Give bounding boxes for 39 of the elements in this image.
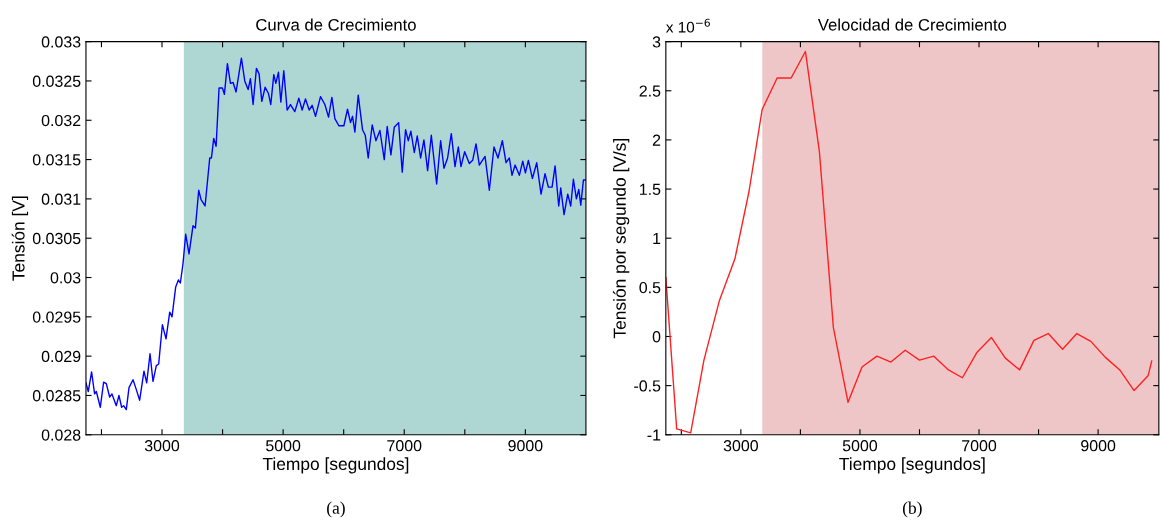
y-tick-label: 0.0285 (32, 390, 81, 402)
y-tick-label: 0.03 (50, 272, 81, 284)
chart-title: Curva de Crecimiento (256, 18, 416, 31)
y-tick-label: 0.029 (41, 350, 81, 363)
y-tick-label: 0.028 (41, 429, 81, 441)
text: (b) (902, 501, 922, 518)
x-tick-label: 9000 (1081, 440, 1116, 452)
y-tick-label: 1.5 (640, 183, 661, 196)
line-series (665, 50, 1153, 434)
y-tick-label: -1 (647, 429, 661, 441)
x-axis-title: Tiempo [segundos] (262, 457, 409, 474)
y-tick-label: 0.033 (41, 36, 81, 48)
x-tick-label: 9000 (508, 440, 543, 452)
y-tick-label: 1 (653, 233, 661, 244)
y-tick-label: 0.0295 (32, 311, 81, 323)
x-tick-label: 7000 (962, 440, 997, 452)
line-series (85, 57, 586, 411)
x-tick-label: 5000 (266, 440, 301, 452)
y-tick-label: -0.5 (634, 380, 661, 392)
y-tick-label: 0.031 (41, 193, 81, 205)
y-tick-label: 0.0325 (32, 75, 81, 87)
y-tick-label: 0.032 (41, 114, 81, 127)
y-tick-label: 0.5 (639, 281, 661, 294)
y-axis-title: Tensión por segundo [V/s] (612, 139, 630, 339)
text: (a) (327, 501, 345, 518)
y-tick-label: 0.0305 (32, 232, 81, 245)
y-tick-label: 3 (652, 36, 661, 48)
y-tick-label: 0 (652, 331, 661, 343)
text: x 10$^{−6}$ (666, 18, 710, 33)
x-tick-label: 5000 (842, 440, 878, 452)
y-tick-label: 2 (652, 134, 661, 146)
x-tick-label: 3000 (723, 440, 758, 452)
y-tick-label: 0.0315 (32, 154, 81, 166)
x-tick-label: 7000 (387, 440, 422, 452)
y-axis-title: Tensión [V] (11, 196, 29, 281)
y-tick-label: 2.5 (639, 85, 661, 97)
chart-title: Velocidad de Crecimiento (817, 18, 1007, 31)
x-axis-title: Tiempo [segundos] (839, 457, 985, 474)
x-tick-label: 3000 (144, 440, 180, 452)
